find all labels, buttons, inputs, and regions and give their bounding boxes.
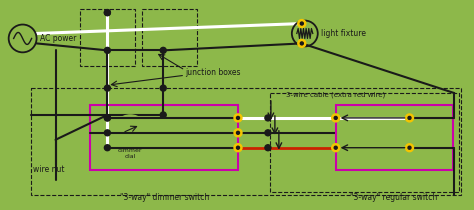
Circle shape bbox=[104, 115, 110, 121]
Circle shape bbox=[301, 42, 303, 45]
Circle shape bbox=[237, 131, 239, 134]
Circle shape bbox=[104, 130, 110, 136]
Circle shape bbox=[104, 10, 110, 16]
Text: light fixture: light fixture bbox=[321, 29, 366, 38]
Text: 3-wire cable (extra red wire): 3-wire cable (extra red wire) bbox=[286, 92, 385, 98]
Circle shape bbox=[405, 114, 413, 122]
Circle shape bbox=[301, 22, 303, 25]
Circle shape bbox=[408, 146, 411, 149]
Circle shape bbox=[234, 114, 242, 122]
Circle shape bbox=[104, 10, 110, 16]
Circle shape bbox=[265, 130, 271, 136]
Text: junction boxes: junction boxes bbox=[185, 68, 241, 77]
Circle shape bbox=[112, 115, 148, 151]
Bar bbox=[142, 9, 197, 66]
Text: "3-way" dimmer switch: "3-way" dimmer switch bbox=[119, 193, 209, 202]
Circle shape bbox=[237, 146, 239, 149]
Circle shape bbox=[234, 129, 242, 137]
Circle shape bbox=[265, 115, 271, 121]
Text: "3-way" regular switch: "3-way" regular switch bbox=[350, 193, 437, 202]
Circle shape bbox=[104, 115, 110, 121]
Circle shape bbox=[160, 85, 166, 91]
Circle shape bbox=[265, 145, 271, 151]
Circle shape bbox=[104, 145, 110, 151]
Circle shape bbox=[334, 146, 337, 149]
Text: AC power: AC power bbox=[40, 34, 76, 43]
Circle shape bbox=[160, 112, 166, 118]
Bar bbox=[91, 105, 238, 169]
Circle shape bbox=[408, 116, 411, 119]
Circle shape bbox=[234, 144, 242, 152]
Circle shape bbox=[332, 144, 340, 152]
Circle shape bbox=[160, 47, 166, 53]
Circle shape bbox=[332, 114, 340, 122]
Text: wire nut: wire nut bbox=[33, 165, 64, 174]
Circle shape bbox=[104, 47, 110, 53]
Bar bbox=[336, 105, 453, 169]
Bar bbox=[31, 88, 461, 195]
Circle shape bbox=[298, 39, 306, 47]
Bar bbox=[270, 93, 459, 192]
Circle shape bbox=[104, 85, 110, 91]
Circle shape bbox=[237, 116, 239, 119]
Circle shape bbox=[298, 20, 306, 28]
Text: dimmer
dial: dimmer dial bbox=[118, 148, 143, 159]
Circle shape bbox=[405, 144, 413, 152]
Bar bbox=[81, 9, 135, 66]
Circle shape bbox=[334, 116, 337, 119]
